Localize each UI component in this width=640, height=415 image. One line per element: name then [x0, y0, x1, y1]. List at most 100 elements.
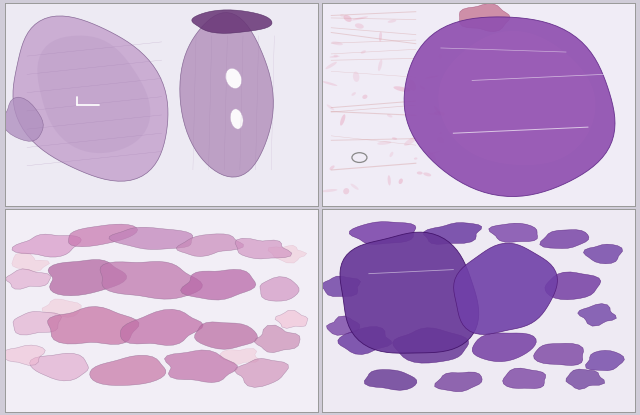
Ellipse shape [332, 42, 343, 45]
Polygon shape [234, 359, 289, 387]
Polygon shape [13, 16, 168, 181]
Polygon shape [109, 227, 193, 249]
Ellipse shape [387, 114, 392, 117]
Ellipse shape [225, 68, 242, 88]
Polygon shape [566, 369, 605, 390]
Ellipse shape [388, 175, 391, 186]
Ellipse shape [230, 109, 243, 129]
Ellipse shape [344, 15, 352, 22]
Polygon shape [47, 307, 139, 344]
Polygon shape [13, 311, 61, 335]
Polygon shape [438, 31, 596, 165]
Polygon shape [90, 355, 166, 386]
Ellipse shape [407, 88, 410, 91]
Polygon shape [349, 222, 416, 244]
Polygon shape [326, 316, 360, 335]
Polygon shape [37, 36, 150, 153]
Ellipse shape [321, 189, 337, 192]
Ellipse shape [399, 178, 403, 184]
Polygon shape [545, 272, 601, 300]
Polygon shape [502, 368, 546, 388]
Ellipse shape [438, 54, 442, 59]
Ellipse shape [378, 59, 382, 71]
Polygon shape [220, 349, 259, 364]
Polygon shape [393, 328, 468, 363]
Polygon shape [68, 224, 138, 247]
Polygon shape [578, 304, 616, 326]
Ellipse shape [355, 23, 364, 29]
Polygon shape [260, 277, 299, 301]
Polygon shape [164, 350, 237, 383]
Ellipse shape [343, 188, 349, 194]
Ellipse shape [322, 81, 337, 86]
Polygon shape [435, 372, 482, 392]
Ellipse shape [427, 151, 436, 160]
Ellipse shape [351, 92, 356, 96]
Ellipse shape [434, 106, 441, 115]
Polygon shape [268, 245, 307, 263]
Polygon shape [192, 10, 272, 33]
Ellipse shape [379, 32, 382, 42]
Polygon shape [460, 4, 510, 32]
Ellipse shape [351, 184, 358, 190]
Polygon shape [195, 322, 258, 349]
Ellipse shape [330, 166, 335, 170]
Polygon shape [322, 276, 360, 296]
Polygon shape [540, 229, 589, 249]
Polygon shape [180, 12, 273, 177]
Polygon shape [275, 310, 308, 328]
Ellipse shape [353, 71, 360, 82]
Ellipse shape [390, 152, 394, 157]
Ellipse shape [340, 114, 346, 126]
Polygon shape [404, 17, 615, 197]
Polygon shape [120, 309, 203, 345]
Ellipse shape [330, 56, 340, 58]
Ellipse shape [377, 141, 392, 145]
Ellipse shape [333, 54, 338, 57]
Polygon shape [338, 327, 392, 354]
Ellipse shape [417, 171, 422, 175]
Ellipse shape [404, 137, 417, 146]
Polygon shape [584, 244, 623, 264]
Ellipse shape [394, 86, 410, 92]
Polygon shape [489, 223, 538, 242]
Polygon shape [12, 252, 49, 271]
Ellipse shape [414, 157, 417, 160]
Ellipse shape [437, 137, 444, 143]
Polygon shape [3, 345, 45, 365]
Ellipse shape [326, 105, 334, 110]
Polygon shape [534, 343, 584, 366]
Polygon shape [12, 234, 81, 257]
Ellipse shape [424, 76, 439, 79]
Ellipse shape [434, 111, 445, 116]
Polygon shape [586, 350, 625, 371]
Polygon shape [364, 369, 417, 391]
Ellipse shape [439, 132, 442, 134]
Polygon shape [180, 269, 256, 300]
Ellipse shape [340, 14, 345, 17]
Ellipse shape [392, 137, 397, 140]
Ellipse shape [408, 80, 416, 91]
Polygon shape [3, 97, 44, 141]
Ellipse shape [388, 20, 396, 23]
Polygon shape [235, 238, 292, 259]
Polygon shape [42, 299, 81, 317]
Ellipse shape [428, 112, 437, 115]
Ellipse shape [351, 17, 368, 20]
Polygon shape [100, 261, 202, 299]
Ellipse shape [423, 173, 431, 176]
Polygon shape [472, 333, 536, 361]
Ellipse shape [326, 62, 337, 69]
Polygon shape [424, 222, 482, 244]
Polygon shape [176, 234, 243, 256]
Polygon shape [48, 260, 127, 296]
Polygon shape [340, 232, 479, 353]
Ellipse shape [361, 50, 366, 54]
Ellipse shape [428, 151, 442, 154]
Ellipse shape [362, 95, 367, 99]
Polygon shape [6, 269, 51, 289]
Polygon shape [254, 325, 300, 353]
Polygon shape [29, 353, 88, 381]
Polygon shape [454, 243, 557, 334]
Ellipse shape [420, 85, 425, 90]
